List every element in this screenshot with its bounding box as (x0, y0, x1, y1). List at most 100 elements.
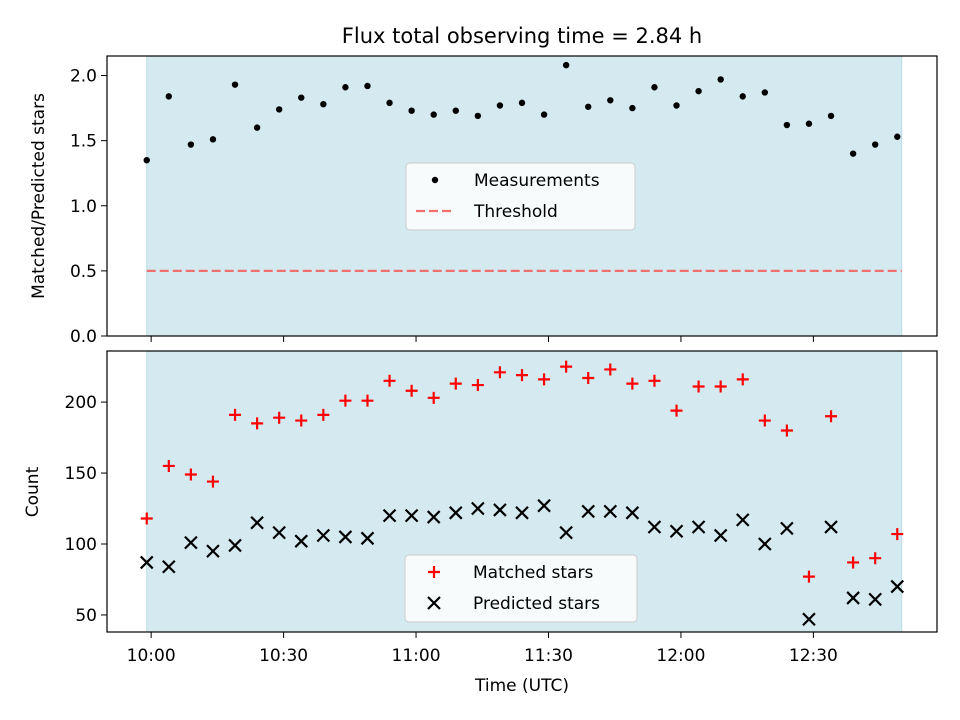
measurement-point (585, 103, 592, 110)
predicted-star-point (735, 513, 750, 527)
measurement-point (717, 76, 724, 83)
matched-star-point (206, 475, 219, 488)
y-tick-label: 200 (65, 393, 97, 413)
predicted-star-point (581, 504, 596, 519)
matched-star-point (560, 360, 573, 373)
matched-star-point (471, 379, 484, 392)
predicted-star-point (780, 521, 794, 536)
predicted-star-point (316, 528, 331, 543)
measurement-point (871, 141, 879, 148)
matched-star-point (626, 377, 639, 390)
matched-star-point (162, 459, 175, 472)
matched-star-point (184, 468, 197, 481)
predicted-star-point (448, 506, 463, 520)
predicted-star-point (824, 520, 838, 534)
measurement-point (298, 94, 305, 101)
matched-star-point (780, 424, 793, 437)
x-tick-label: 10:30 (259, 646, 308, 666)
measurement-point (342, 84, 349, 91)
matched-star-point (383, 374, 396, 387)
y-axis-label-count: Count (23, 466, 43, 517)
matched-star-point (317, 408, 330, 421)
measurement-point (386, 99, 393, 107)
measurement-point (209, 136, 217, 143)
matched-star-point (229, 408, 242, 421)
measurement-point (165, 93, 173, 100)
measurement-point (474, 112, 482, 120)
legend-matched-swatch (428, 566, 440, 578)
matched-star-point (405, 384, 418, 397)
predicted-star-point (691, 520, 706, 534)
measurement-point (805, 120, 813, 127)
measurement-point (894, 133, 901, 140)
measurement-point (761, 89, 769, 96)
measurement-point (739, 93, 746, 100)
x-tick-label: 11:00 (392, 646, 441, 666)
matched-star-point (273, 411, 286, 424)
measurement-point (651, 84, 658, 91)
measurement-point (408, 107, 415, 114)
matched-star-point (339, 394, 352, 407)
legend-measurement-swatch (431, 176, 439, 184)
legend: Matched stars Predicted stars (404, 554, 638, 623)
predicted-star-point (846, 591, 860, 605)
y-tick-label: 0.5 (70, 262, 97, 282)
measurement-point (496, 102, 504, 109)
legend: Measurements Threshold (405, 162, 636, 231)
predicted-star-point (647, 520, 662, 534)
measurement-point (518, 99, 526, 107)
predicted-star-point (162, 559, 176, 574)
axes-frame (106, 55, 938, 337)
measurement-point (607, 97, 614, 104)
matched-star-point (891, 528, 904, 541)
measurement-point (320, 100, 327, 108)
measurement-point (275, 106, 283, 113)
predicted-star-point (338, 530, 353, 544)
matched-star-point (869, 552, 882, 565)
predicted-star-point (515, 506, 529, 520)
predicted-star-point (713, 528, 728, 543)
predicted-star-point (382, 508, 397, 523)
predicted-star-point (890, 579, 905, 594)
y-tick-label: 0.0 (70, 327, 97, 347)
matched-star-point (648, 374, 661, 387)
predicted-star-point (471, 501, 485, 516)
matched-star-point (140, 512, 153, 525)
measurement-point (143, 156, 150, 164)
matched-star-point (825, 410, 838, 423)
predicted-star-point (625, 506, 640, 520)
predicted-star-point (139, 555, 154, 570)
chart-title: Flux total observing time = 2.84 h (342, 24, 702, 48)
predicted-star-point (758, 537, 772, 551)
predicted-star-point (537, 498, 551, 513)
predicted-star-point (559, 525, 573, 540)
predicted-star-point (272, 525, 286, 540)
predicted-star-point (669, 524, 684, 539)
measurement-point (452, 107, 459, 114)
matched-star-point (295, 414, 308, 427)
measurement-point (783, 121, 791, 129)
measurement-point (827, 112, 835, 120)
y-tick-label: 100 (65, 535, 97, 555)
measurement-point (849, 150, 857, 157)
legend-box (404, 554, 638, 623)
matched-star-point (670, 404, 683, 417)
x-tick-label: 11:30 (524, 646, 573, 666)
measurement-point (629, 104, 636, 112)
matched-star-point (361, 394, 374, 407)
matched-star-point (736, 373, 749, 386)
predicted-star-point (493, 503, 507, 517)
matched-star-point (427, 391, 440, 404)
legend-label: Predicted stars (473, 594, 600, 614)
measurement-point (673, 102, 680, 109)
predicted-star-point (184, 535, 198, 550)
matched-star-point (758, 414, 771, 427)
y-axis-label-ratio: Matched/Predicted stars (29, 93, 49, 299)
matched-star-point (604, 363, 617, 376)
x-axis-label: Time (UTC) (474, 676, 569, 696)
matched-star-point (538, 373, 551, 386)
legend-label: Measurements (474, 171, 600, 191)
legend-box (405, 162, 636, 231)
measurement-point (540, 111, 548, 118)
predicted-star-point (250, 515, 264, 530)
